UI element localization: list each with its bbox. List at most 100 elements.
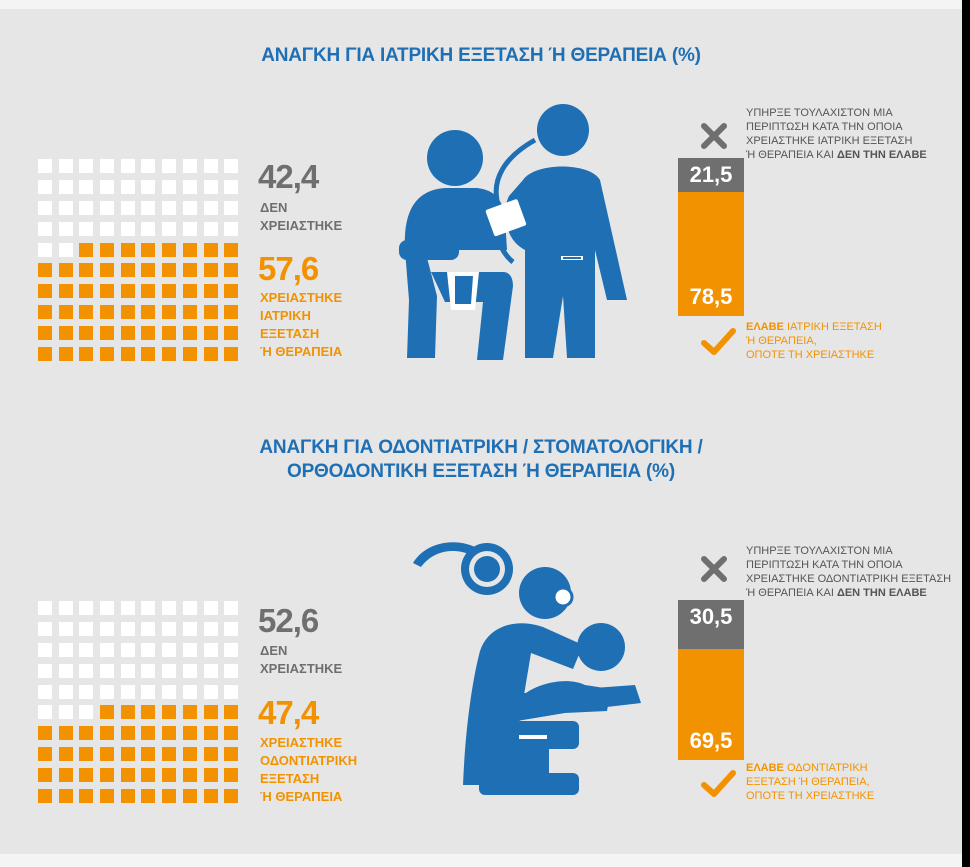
dental-needed-square	[182, 789, 197, 804]
medical-not-needed-value: 42,4	[258, 158, 319, 195]
medical-needed-square	[141, 263, 156, 278]
dental-not-needed-square	[38, 705, 52, 720]
dental-needed-square	[100, 705, 115, 720]
medical-not-needed-square	[120, 200, 135, 215]
dental-needed-square	[100, 789, 115, 804]
dental-not-needed-square	[79, 705, 94, 720]
note-text: ΟΔΟΝΤΙΑΤΡΙΚΗ	[783, 762, 868, 774]
dental-needed-square	[203, 768, 218, 783]
dental-needed-square	[203, 789, 218, 804]
cross-icon	[701, 123, 727, 149]
medical-not-needed-square	[120, 159, 135, 173]
medical-needed-square	[100, 305, 115, 320]
medical-not-needed-square	[224, 221, 239, 236]
note-line: ΧΡΕΙΑΣΤΗΚΕ ΙΑΤΡΙΚΗ ΕΞΕΤΑΣΗ	[746, 135, 913, 147]
medical-not-needed-square	[141, 179, 156, 194]
medical-not-needed-square	[58, 159, 73, 173]
medical-needed-square	[141, 242, 156, 257]
dental-needed-square	[120, 726, 135, 741]
dental-needed-square	[79, 747, 94, 762]
dental-needed-square	[224, 726, 239, 741]
dental-not-needed-square	[224, 621, 239, 636]
dental-needed-square	[224, 705, 239, 720]
medical-needed-square	[162, 263, 177, 278]
note-text: Ή ΘΕΡΑΠΕΙΑ ΚΑΙ	[746, 587, 837, 599]
medical-not-needed-square	[79, 159, 94, 173]
medical-not-needed-square	[79, 179, 94, 194]
dental-needed-square	[203, 705, 218, 720]
medical-received-note: ΕΛΑΒΕ ΙΑΤΡΙΚΗ ΕΞΕΤΑΣΗ Ή ΘΕΡΑΠΕΙΑ, ΟΠΟΤΕ …	[746, 320, 882, 362]
medical-not-needed-square	[182, 179, 197, 194]
medical-stacked-bar: 21,5 78,5	[678, 158, 744, 316]
medical-received-value: 78,5	[689, 284, 733, 309]
dental-needed-square	[162, 747, 177, 762]
medical-not-needed-square	[162, 200, 177, 215]
medical-needed-square	[58, 305, 73, 320]
dental-not-needed-square	[58, 705, 73, 720]
medical-needed-square	[100, 284, 115, 299]
medical-not-needed-square	[38, 159, 52, 173]
medical-needed-square	[141, 284, 156, 299]
dental-not-received-segment: 30,5	[678, 600, 744, 649]
dental-not-needed-square	[141, 601, 156, 615]
medical-not-received-segment: 21,5	[678, 158, 744, 192]
dental-needed-square	[79, 768, 94, 783]
medical-not-needed-label-line: ΔΕΝ	[260, 200, 288, 215]
medical-needed-square	[100, 242, 115, 257]
medical-needed-square	[38, 284, 52, 299]
note-bold-text: ΔΕΝ ΤΗΝ ΕΛΑΒΕ	[836, 149, 927, 161]
medical-not-needed-square	[58, 242, 73, 257]
dental-needed-square	[79, 726, 94, 741]
dental-not-needed-square	[58, 663, 73, 678]
dental-needed-square	[224, 747, 239, 762]
medical-needed-square	[120, 242, 135, 257]
dental-not-needed-square	[100, 642, 115, 657]
dental-not-needed-square	[58, 684, 73, 699]
medical-needed-label-line: ΧΡΕΙΑΣΤΗΚΕ	[260, 290, 343, 305]
dental-not-needed-square	[224, 642, 239, 657]
medical-needed-square	[79, 347, 94, 362]
medical-needed-square	[203, 242, 218, 257]
dental-not-needed-square	[120, 642, 135, 657]
medical-needed-square	[120, 284, 135, 299]
dentist-patient-icon	[413, 542, 641, 795]
medical-needed-square	[203, 263, 218, 278]
dental-not-needed-square	[79, 684, 94, 699]
dental-not-received-value: 30,5	[689, 604, 733, 629]
medical-not-needed-square	[203, 221, 218, 236]
dental-not-needed-square	[38, 621, 52, 636]
dental-needed-square	[38, 726, 52, 741]
dental-needed-square	[58, 747, 73, 762]
note-line: ΠΕΡΙΠΤΩΣΗ ΚΑΤΑ ΤΗΝ ΟΠΟΙΑ	[746, 559, 903, 571]
dental-not-needed-square	[224, 601, 239, 615]
dental-not-needed-square	[79, 601, 94, 615]
medical-needed-square	[100, 326, 115, 341]
medical-not-needed-square	[203, 200, 218, 215]
dental-not-needed-square	[100, 601, 115, 615]
medical-not-needed-square	[120, 179, 135, 194]
dental-needed-label-line: ΕΞΕΤΑΣΗ	[260, 771, 320, 786]
medical-received-segment: 78,5	[678, 192, 744, 316]
note-bold-text: ΕΛΑΒΕ	[746, 321, 784, 333]
medical-not-needed-square	[58, 200, 73, 215]
medical-needed-label-line: ΕΞΕΤΑΣΗ	[260, 326, 320, 341]
dental-needed-label-line: Ή ΘΕΡΑΠΕΙΑ	[260, 789, 343, 804]
note-text: ΙΑΤΡΙΚΗ ΕΞΕΤΑΣΗ	[783, 321, 882, 333]
medical-not-needed-square	[162, 221, 177, 236]
note-line: Ή ΘΕΡΑΠΕΙΑ ΚΑΙ ΔΕΝ ΤΗΝ ΕΛΑΒΕ	[746, 586, 951, 600]
medical-needed-square	[203, 326, 218, 341]
medical-needed-square	[120, 263, 135, 278]
medical-needed-square	[182, 284, 197, 299]
dental-not-needed-square	[162, 601, 177, 615]
dental-needed-label-line: ΟΔΟΝΤΙΑΤΡΙΚΗ	[260, 753, 358, 768]
dental-received-value: 69,5	[689, 728, 733, 753]
note-bold-text: ΕΛΑΒΕ	[746, 762, 784, 774]
medical-needed-square	[38, 347, 52, 362]
medical-needed-square	[203, 284, 218, 299]
medical-needed-square	[79, 284, 94, 299]
dental-needed-square	[141, 705, 156, 720]
medical-not-needed-square	[224, 159, 239, 173]
medical-needed-square	[38, 305, 52, 320]
dental-needed-square	[100, 768, 115, 783]
